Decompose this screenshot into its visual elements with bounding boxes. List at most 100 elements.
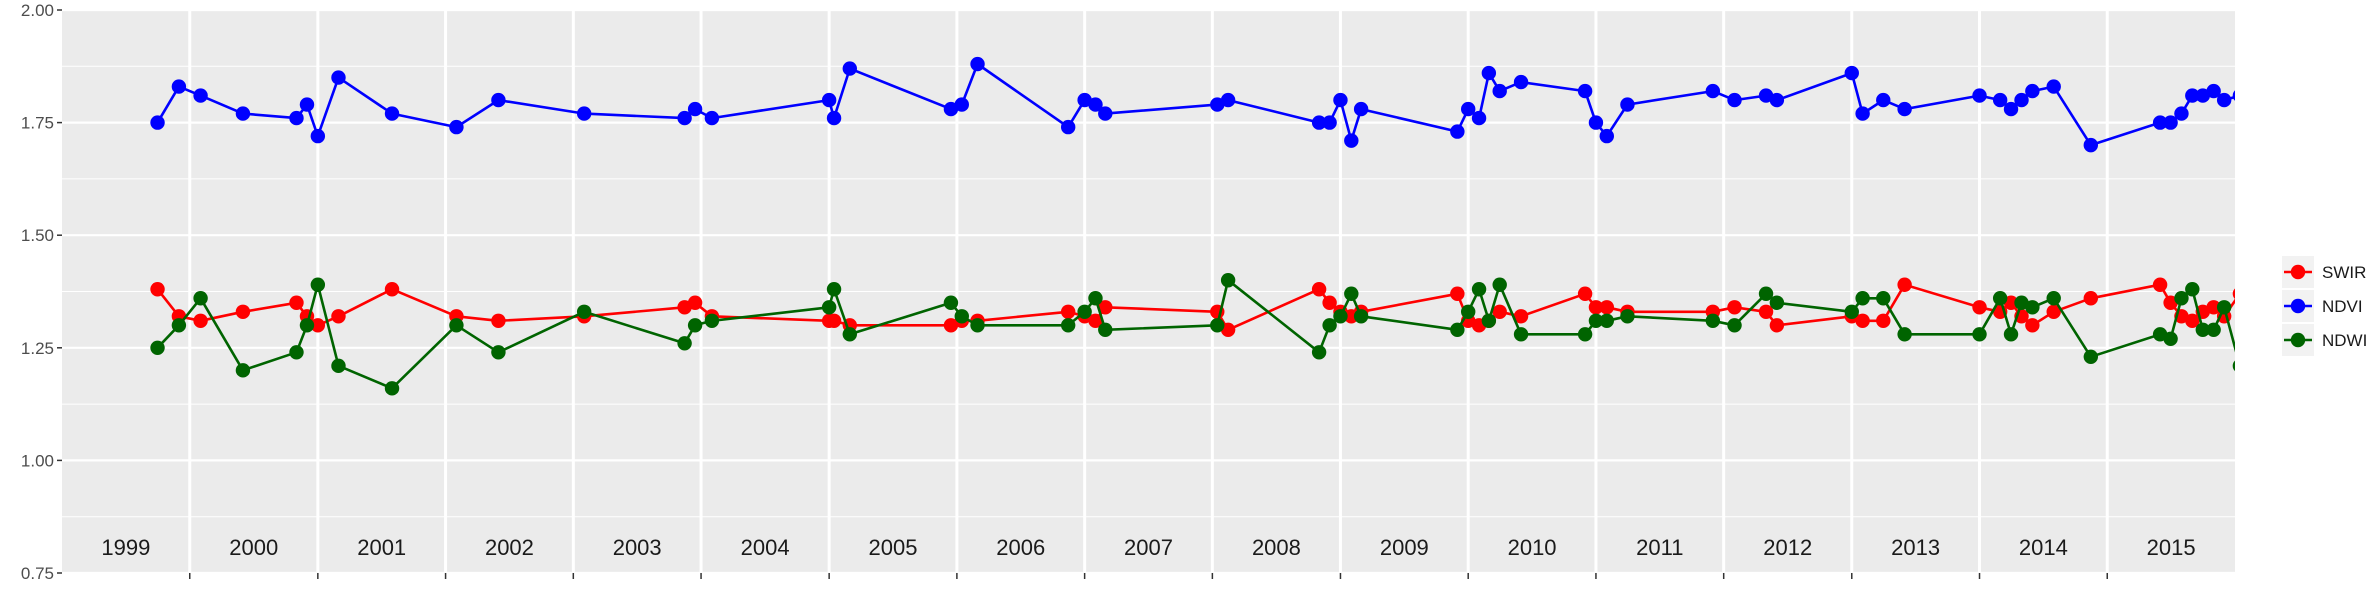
data-point-ndvi — [2195, 88, 2211, 103]
data-point-ndwi — [821, 300, 837, 315]
data-point-ndwi — [2244, 327, 2258, 341]
data-point-ndvi — [954, 97, 969, 112]
data-point-ndwi — [704, 313, 720, 328]
data-point-swir — [1972, 300, 1987, 315]
data-point-ndvi — [1210, 97, 1225, 112]
legend: SWIR NDVI NDWI — [2282, 256, 2367, 356]
data-point-ndvi — [171, 79, 187, 94]
year-label: 2011 — [1636, 535, 1683, 560]
data-point-ndwi — [193, 291, 208, 306]
data-point-ndvi — [2232, 90, 2235, 101]
data-point-ndwi — [1311, 345, 1327, 360]
data-point-ndvi — [1588, 115, 1604, 130]
data-point-ndvi — [1620, 97, 1635, 112]
year-label: 2004 — [741, 535, 790, 560]
data-point-swir — [2163, 295, 2178, 310]
data-point-ndwi — [1492, 277, 1507, 292]
data-point-swir — [491, 313, 506, 328]
data-point-ndvi — [2046, 79, 2061, 94]
data-point-ndvi — [2003, 101, 2019, 117]
data-point-swir — [1897, 277, 1912, 292]
data-point-ndvi — [1450, 124, 1465, 139]
data-point-ndwi — [1210, 318, 1225, 333]
data-point-swir — [2152, 277, 2168, 292]
data-point-swir — [1311, 282, 1327, 297]
data-point-ndvi — [1876, 92, 1891, 108]
data-point-ndwi — [2163, 331, 2178, 346]
data-point-ndwi — [1620, 309, 1635, 324]
data-point-swir — [943, 318, 959, 333]
data-point-ndvi — [576, 106, 592, 121]
legend-label: NDVI — [2322, 297, 2363, 316]
x-axis: 1999 2000 2001 2002 2003 2004 2005 2006 2007 2008… — [101, 535, 2196, 579]
y-tick-label: 1.50 — [21, 226, 54, 245]
data-point-ndwi — [943, 295, 959, 310]
data-point-ndvi — [826, 110, 842, 126]
data-point-ndvi — [1220, 92, 1236, 108]
data-point-swir — [687, 295, 703, 310]
grid-layer — [62, 8, 2235, 575]
data-point-ndwi — [826, 282, 842, 297]
data-point-ndwi — [1088, 291, 1103, 306]
data-point-ndwi — [1577, 327, 1593, 342]
data-point-ndwi — [331, 358, 346, 374]
data-point-swir — [1769, 318, 1785, 333]
data-point-ndvi — [289, 110, 304, 126]
data-point-ndvi — [2185, 88, 2200, 103]
data-point-ndwi — [310, 277, 326, 292]
data-point-ndvi — [310, 128, 326, 144]
data-point-ndwi — [687, 318, 703, 333]
data-point-ndwi — [150, 340, 165, 355]
data-point-swir — [1322, 295, 1337, 310]
y-tick-label: 1.75 — [21, 114, 54, 133]
data-point-ndwi — [576, 304, 592, 319]
data-point-ndvi — [1098, 106, 1113, 121]
data-point-ndvi — [687, 101, 703, 117]
data-point-ndwi — [970, 318, 985, 333]
year-label: 2001 — [357, 535, 406, 560]
data-point-ndwi — [1344, 286, 1359, 301]
data-point-ndwi — [1758, 286, 1774, 301]
legend-label: NDWI — [2322, 331, 2367, 350]
data-point-swir — [235, 304, 251, 319]
data-point-swir — [1060, 304, 1076, 319]
data-point-ndvi — [1599, 128, 1614, 144]
year-label: 2010 — [1508, 535, 1557, 560]
year-label: 2005 — [869, 535, 918, 560]
data-point-ndwi — [2014, 295, 2029, 310]
data-point-swir — [310, 318, 326, 333]
legend-item-ndwi: NDWI — [2282, 324, 2367, 356]
data-point-ndvi — [235, 106, 251, 121]
y-tick-label: 2.00 — [21, 1, 54, 20]
data-point-swir — [1492, 304, 1507, 319]
data-point-ndvi — [1769, 92, 1785, 108]
data-point-ndvi — [842, 61, 857, 76]
data-point-ndvi — [1492, 83, 1507, 99]
legend-item-ndvi: NDVI — [2282, 290, 2363, 322]
data-point-ndvi — [1322, 115, 1337, 130]
data-point-ndwi — [1098, 322, 1113, 337]
data-point-ndwi — [2185, 282, 2200, 297]
data-point-swir — [1727, 300, 1742, 315]
year-label: 2012 — [1763, 535, 1812, 560]
data-point-ndvi — [1577, 83, 1593, 99]
year-label: 2003 — [613, 535, 662, 560]
data-point-ndwi — [1513, 327, 1529, 342]
data-point-swir — [2185, 313, 2200, 328]
data-point-ndvi — [193, 88, 208, 103]
year-label: 2007 — [1124, 535, 1173, 560]
data-point-ndvi — [1972, 88, 1987, 103]
year-label: 2002 — [485, 535, 534, 560]
data-point-ndvi — [943, 101, 959, 117]
data-point-ndwi — [449, 318, 464, 333]
data-point-ndvi — [1758, 88, 1774, 103]
data-point-ndvi — [1727, 92, 1742, 108]
y-tick-label: 1.00 — [21, 451, 54, 470]
data-point-ndwi — [1353, 309, 1369, 324]
data-point-ndvi — [299, 97, 315, 112]
series-layer — [150, 56, 2258, 396]
data-point-ndvi — [821, 92, 837, 108]
data-point-swir — [150, 282, 165, 297]
series-ndvi — [150, 56, 2235, 153]
data-point-ndvi — [2216, 92, 2232, 108]
